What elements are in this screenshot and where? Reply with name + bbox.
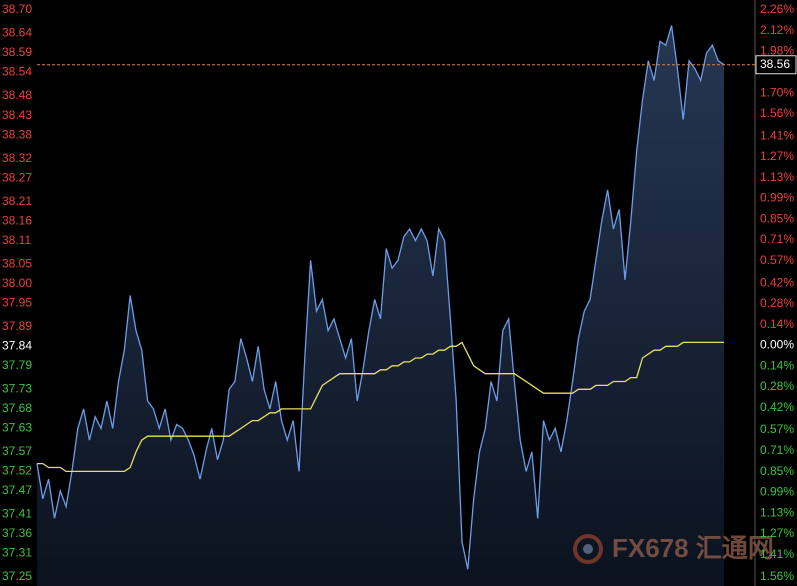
y2-tick-label: 2.12% xyxy=(760,23,794,37)
y2-tick-label: 0.14% xyxy=(760,358,794,372)
y-tick-label: 37.57 xyxy=(2,444,32,458)
y-tick-label: 37.73 xyxy=(2,381,32,395)
y-tick-label: 37.63 xyxy=(2,421,32,435)
y-tick-label: 38.11 xyxy=(2,233,31,247)
y-tick-label: 38.48 xyxy=(2,88,32,102)
y2-tick-label: 1.41% xyxy=(760,547,794,561)
y2-tick-label: 0.28% xyxy=(760,379,794,393)
y2-tick-label: 0.99% xyxy=(760,191,794,205)
watermark-logo xyxy=(573,534,603,564)
y-tick-label: 37.52 xyxy=(2,464,32,478)
y2-tick-label: 1.13% xyxy=(760,505,794,519)
y2-tick-label: 0.85% xyxy=(760,464,794,478)
y-tick-label: 37.68 xyxy=(2,401,32,415)
y-tick-label: 37.79 xyxy=(2,358,32,372)
y2-tick-label: 1.98% xyxy=(760,44,794,58)
y-tick-label: 38.70 xyxy=(2,2,32,16)
y-tick-label: 37.89 xyxy=(2,319,32,333)
y-tick-label: 37.25 xyxy=(2,569,32,583)
y-tick-label: 37.95 xyxy=(2,295,32,309)
y-tick-label: 38.43 xyxy=(2,108,32,122)
y2-tick-label: 0.00% xyxy=(760,338,794,352)
y2-tick-label: 0.28% xyxy=(760,296,794,310)
y2-tick-label: 0.85% xyxy=(760,211,794,225)
last-price-label: 38.56 xyxy=(760,57,790,71)
y2-tick-label: 0.99% xyxy=(760,485,794,499)
y-tick-label: 38.54 xyxy=(2,65,32,79)
y2-tick-label: 0.71% xyxy=(760,232,794,246)
watermark: FX678 汇通网 xyxy=(612,533,774,563)
y-tick-label: 37.47 xyxy=(2,483,32,497)
y2-tick-label: 0.42% xyxy=(760,275,794,289)
y-tick-label: 38.00 xyxy=(2,276,32,290)
y-tick-label: 38.32 xyxy=(2,151,32,165)
y2-tick-label: 0.71% xyxy=(760,443,794,457)
y-tick-label: 37.31 xyxy=(2,546,32,560)
price-line xyxy=(36,25,725,570)
y2-tick-label: 0.57% xyxy=(760,422,794,436)
y-tick-label: 38.05 xyxy=(2,256,32,270)
price-area xyxy=(37,25,724,586)
y2-tick-label: 1.41% xyxy=(760,128,794,142)
y2-tick-label: 0.42% xyxy=(760,400,794,414)
y2-tick-label: 0.14% xyxy=(760,317,794,331)
y2-tick-label: 1.56% xyxy=(760,569,794,583)
y2-tick-label: 2.26% xyxy=(760,2,794,16)
average-line xyxy=(37,341,724,473)
y-tick-label: 37.84 xyxy=(2,338,32,352)
y2-tick-label: 1.13% xyxy=(760,170,794,184)
y-tick-label: 37.36 xyxy=(2,526,32,540)
y2-tick-label: 0.57% xyxy=(760,253,794,267)
last-price-box xyxy=(755,55,797,75)
y-tick-label: 38.27 xyxy=(2,170,32,184)
y-tick-label: 38.21 xyxy=(2,194,32,208)
y-tick-label: 38.38 xyxy=(2,127,32,141)
y2-tick-label: 1.56% xyxy=(760,106,794,120)
y-tick-label: 37.41 xyxy=(2,507,32,521)
y2-tick-label: 1.27% xyxy=(760,526,794,540)
y2-tick-label: 1.70% xyxy=(760,85,794,99)
y2-tick-label: 1.27% xyxy=(760,149,794,163)
y-tick-label: 38.16 xyxy=(2,213,32,227)
y-tick-label: 38.59 xyxy=(2,45,32,59)
y-tick-label: 38.64 xyxy=(2,26,32,40)
